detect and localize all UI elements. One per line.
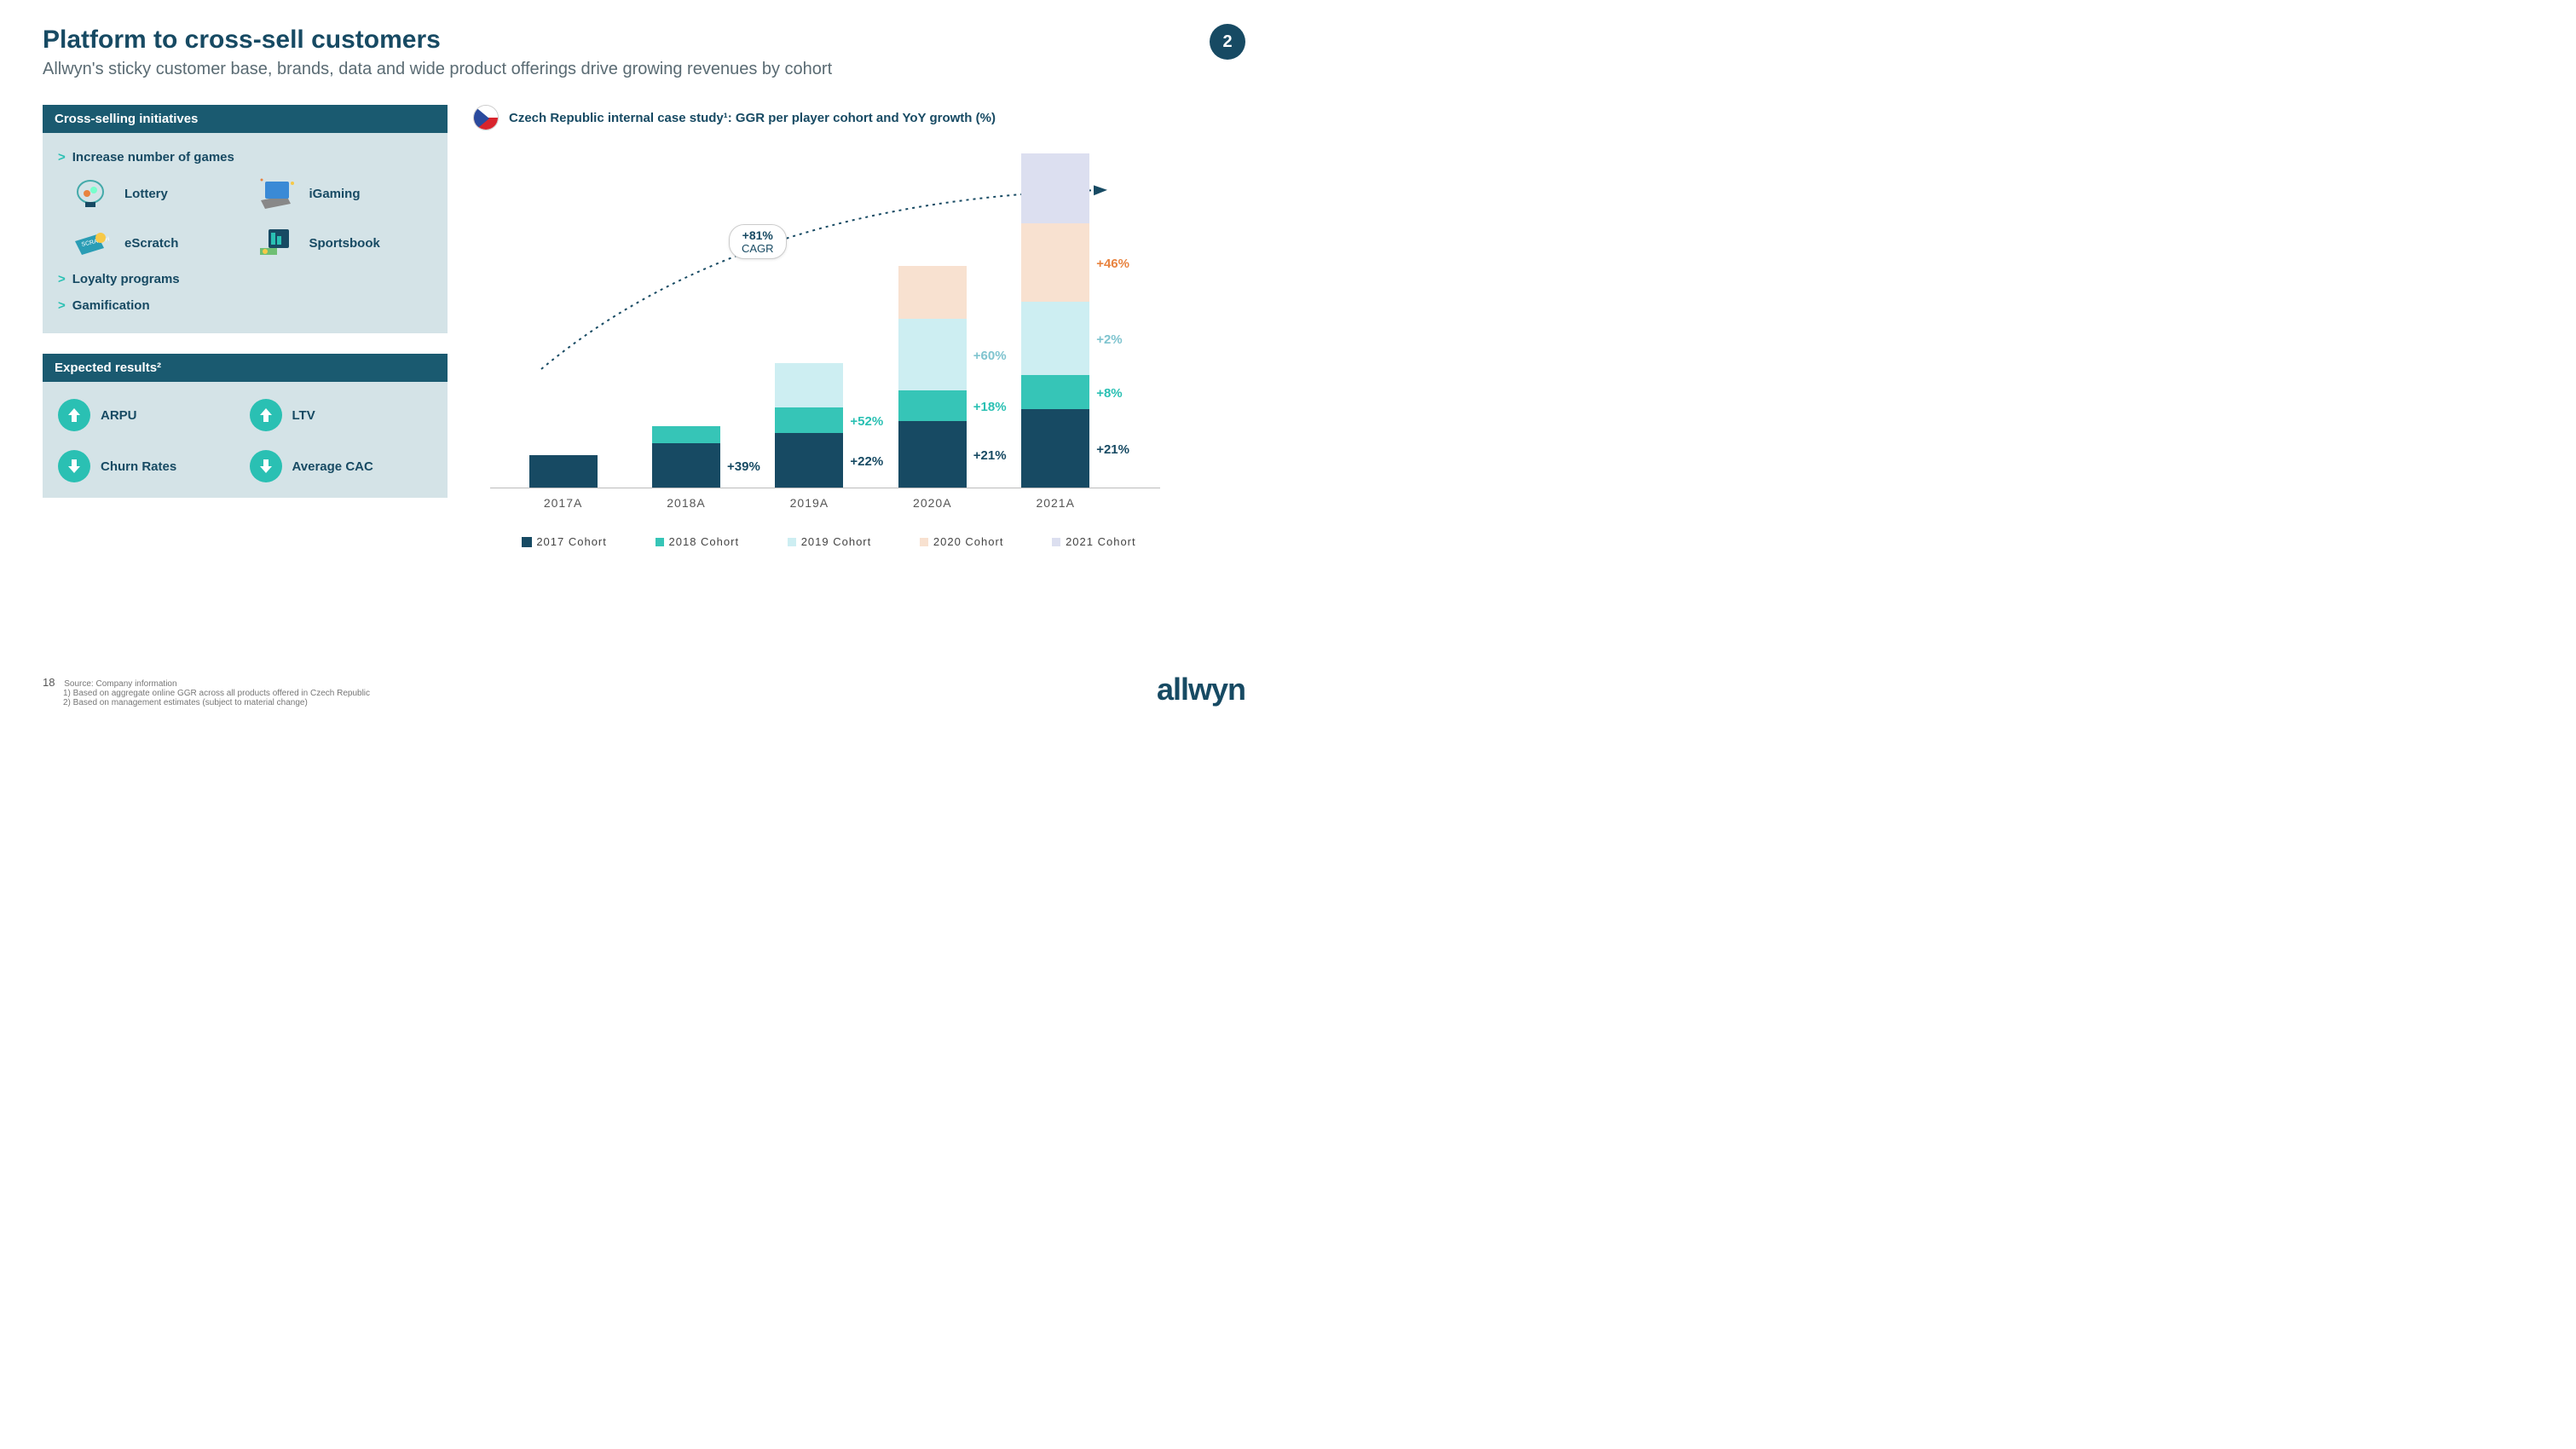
bar-group <box>898 266 967 488</box>
legend-item: 2019 Cohort <box>788 535 872 548</box>
growth-label: +39% <box>727 459 760 474</box>
bar-segment <box>652 443 720 488</box>
footnotes: 18 Source: Company information 1) Based … <box>43 676 370 707</box>
legend-item: 2018 Cohort <box>656 535 740 548</box>
panel-header: Cross-selling initiatives <box>43 105 448 133</box>
bar-segment <box>898 266 967 319</box>
bar-group <box>529 455 598 488</box>
bar-group <box>652 426 720 488</box>
game-sportsbook: Sportsbook <box>257 226 433 260</box>
bar-segment <box>1021 153 1089 223</box>
bar-segment <box>775 433 843 488</box>
bullet-gamification: >Gamification <box>58 298 432 313</box>
cross-selling-panel: Cross-selling initiatives >Increase numb… <box>43 105 448 333</box>
sportsbook-icon <box>257 226 299 260</box>
growth-label: +21% <box>1096 442 1129 457</box>
bar-segment <box>1021 375 1089 409</box>
bar-segment <box>775 363 843 407</box>
bullet-loyalty: >Loyalty programs <box>58 272 432 286</box>
growth-label: +22% <box>850 454 883 469</box>
arrow-up-icon <box>250 399 282 431</box>
slide-number: 18 <box>43 676 55 689</box>
result-arpu: ARPU <box>58 399 241 431</box>
expected-results-panel: Expected results² ARPU LTV Churn Rates <box>43 354 448 498</box>
bar-segment <box>1021 409 1089 488</box>
growth-label: +21% <box>973 448 1007 463</box>
x-axis-label: 2019A <box>758 496 860 510</box>
result-cac: Average CAC <box>250 450 433 482</box>
growth-label: +18% <box>973 400 1007 414</box>
slide-subtitle: Allwyn's sticky customer base, brands, d… <box>43 60 1245 79</box>
game-igaming: iGaming <box>257 176 433 211</box>
growth-label: +60% <box>973 349 1007 363</box>
brand-logo: allwyn <box>1157 672 1245 707</box>
bar-group <box>775 363 843 488</box>
cohort-chart: +81%CAGR 2017 Cohort2018 Cohort2019 Coho… <box>473 147 1245 548</box>
escratch-icon: SCRATCH <box>72 226 114 260</box>
x-axis-label: 2018A <box>635 496 737 510</box>
x-axis-label: 2020A <box>881 496 984 510</box>
growth-label: +46% <box>1096 257 1129 271</box>
bar-group <box>1021 153 1089 488</box>
growth-label: +8% <box>1096 386 1122 401</box>
growth-label: +2% <box>1096 332 1122 347</box>
czech-flag-icon <box>473 105 499 130</box>
slide-title: Platform to cross-sell customers <box>43 26 1245 55</box>
growth-label: +52% <box>850 414 883 429</box>
chart-title: Czech Republic internal case study¹: GGR… <box>509 111 996 125</box>
arrow-down-icon <box>250 450 282 482</box>
arrow-down-icon <box>58 450 90 482</box>
bullet-increase-games: >Increase number of games <box>58 150 432 165</box>
game-lottery: Lottery <box>72 176 248 211</box>
page-number-badge: 2 <box>1210 24 1245 60</box>
game-escratch: SCRATCH eScratch <box>72 226 248 260</box>
bar-segment <box>775 407 843 433</box>
panel-header: Expected results² <box>43 354 448 382</box>
bar-segment <box>1021 223 1089 302</box>
lottery-icon <box>72 176 114 211</box>
x-axis-label: 2017A <box>512 496 615 510</box>
igaming-icon <box>257 176 299 211</box>
result-churn: Churn Rates <box>58 450 241 482</box>
x-axis-label: 2021A <box>1004 496 1106 510</box>
bar-segment <box>898 319 967 390</box>
legend-item: 2017 Cohort <box>523 535 607 548</box>
legend-item: 2020 Cohort <box>920 535 1004 548</box>
bar-segment <box>898 390 967 421</box>
bar-segment <box>652 426 720 443</box>
bar-segment <box>1021 302 1089 375</box>
legend-item: 2021 Cohort <box>1052 535 1136 548</box>
result-ltv: LTV <box>250 399 433 431</box>
bar-segment <box>898 421 967 488</box>
arrow-up-icon <box>58 399 90 431</box>
bar-segment <box>529 455 598 488</box>
